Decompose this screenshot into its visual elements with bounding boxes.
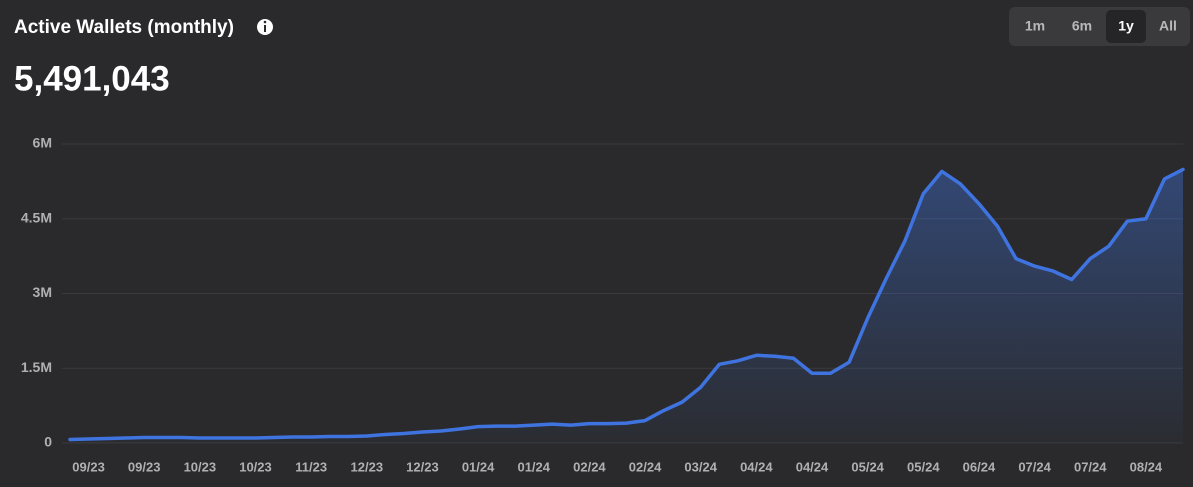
x-tick-label: 04/24 (740, 459, 773, 474)
x-tick-label: 08/24 (1130, 459, 1163, 474)
x-tick-label: 06/24 (963, 459, 996, 474)
area-fill (70, 169, 1183, 443)
y-tick-label: 3M (33, 284, 52, 300)
x-tick-label: 10/23 (184, 459, 217, 474)
y-tick-label: 4.5M (21, 209, 52, 225)
x-tick-label: 12/23 (406, 459, 439, 474)
x-tick-label: 02/24 (629, 459, 662, 474)
line (68, 167, 1185, 442)
x-tick-label: 05/24 (907, 459, 940, 474)
x-tick-label: 01/24 (517, 459, 550, 474)
x-tick-label: 11/23 (295, 459, 327, 474)
x-tick-label: 07/24 (1018, 459, 1051, 474)
y-tick-label: 1.5M (21, 359, 52, 375)
x-tick-label: 02/24 (573, 459, 606, 474)
range-button-selected[interactable] (1106, 10, 1146, 43)
x-tick-label: 01/24 (462, 459, 495, 474)
range-button[interactable]: All (1159, 18, 1177, 34)
x-tick-label: 12/23 (351, 459, 384, 474)
headline-value: 5,491,043 (14, 59, 170, 98)
x-tick-label: 05/24 (851, 459, 884, 474)
range-button[interactable]: 6m (1072, 18, 1092, 34)
range-button[interactable]: 1y (1118, 18, 1134, 34)
y-tick-label: 0 (44, 434, 52, 450)
chart-title: Active Wallets (monthly) (14, 17, 234, 38)
range-button[interactable]: 1m (1025, 18, 1045, 34)
info-icon[interactable] (257, 19, 273, 35)
x-tick-label: 04/24 (796, 459, 829, 474)
x-tick-label: 09/23 (72, 459, 105, 474)
y-tick-label: 6M (33, 135, 52, 151)
x-tick-label: 03/24 (684, 459, 717, 474)
x-tick-label: 07/24 (1074, 459, 1107, 474)
x-tick-label: 10/23 (239, 459, 272, 474)
x-tick-label: 09/23 (128, 459, 161, 474)
